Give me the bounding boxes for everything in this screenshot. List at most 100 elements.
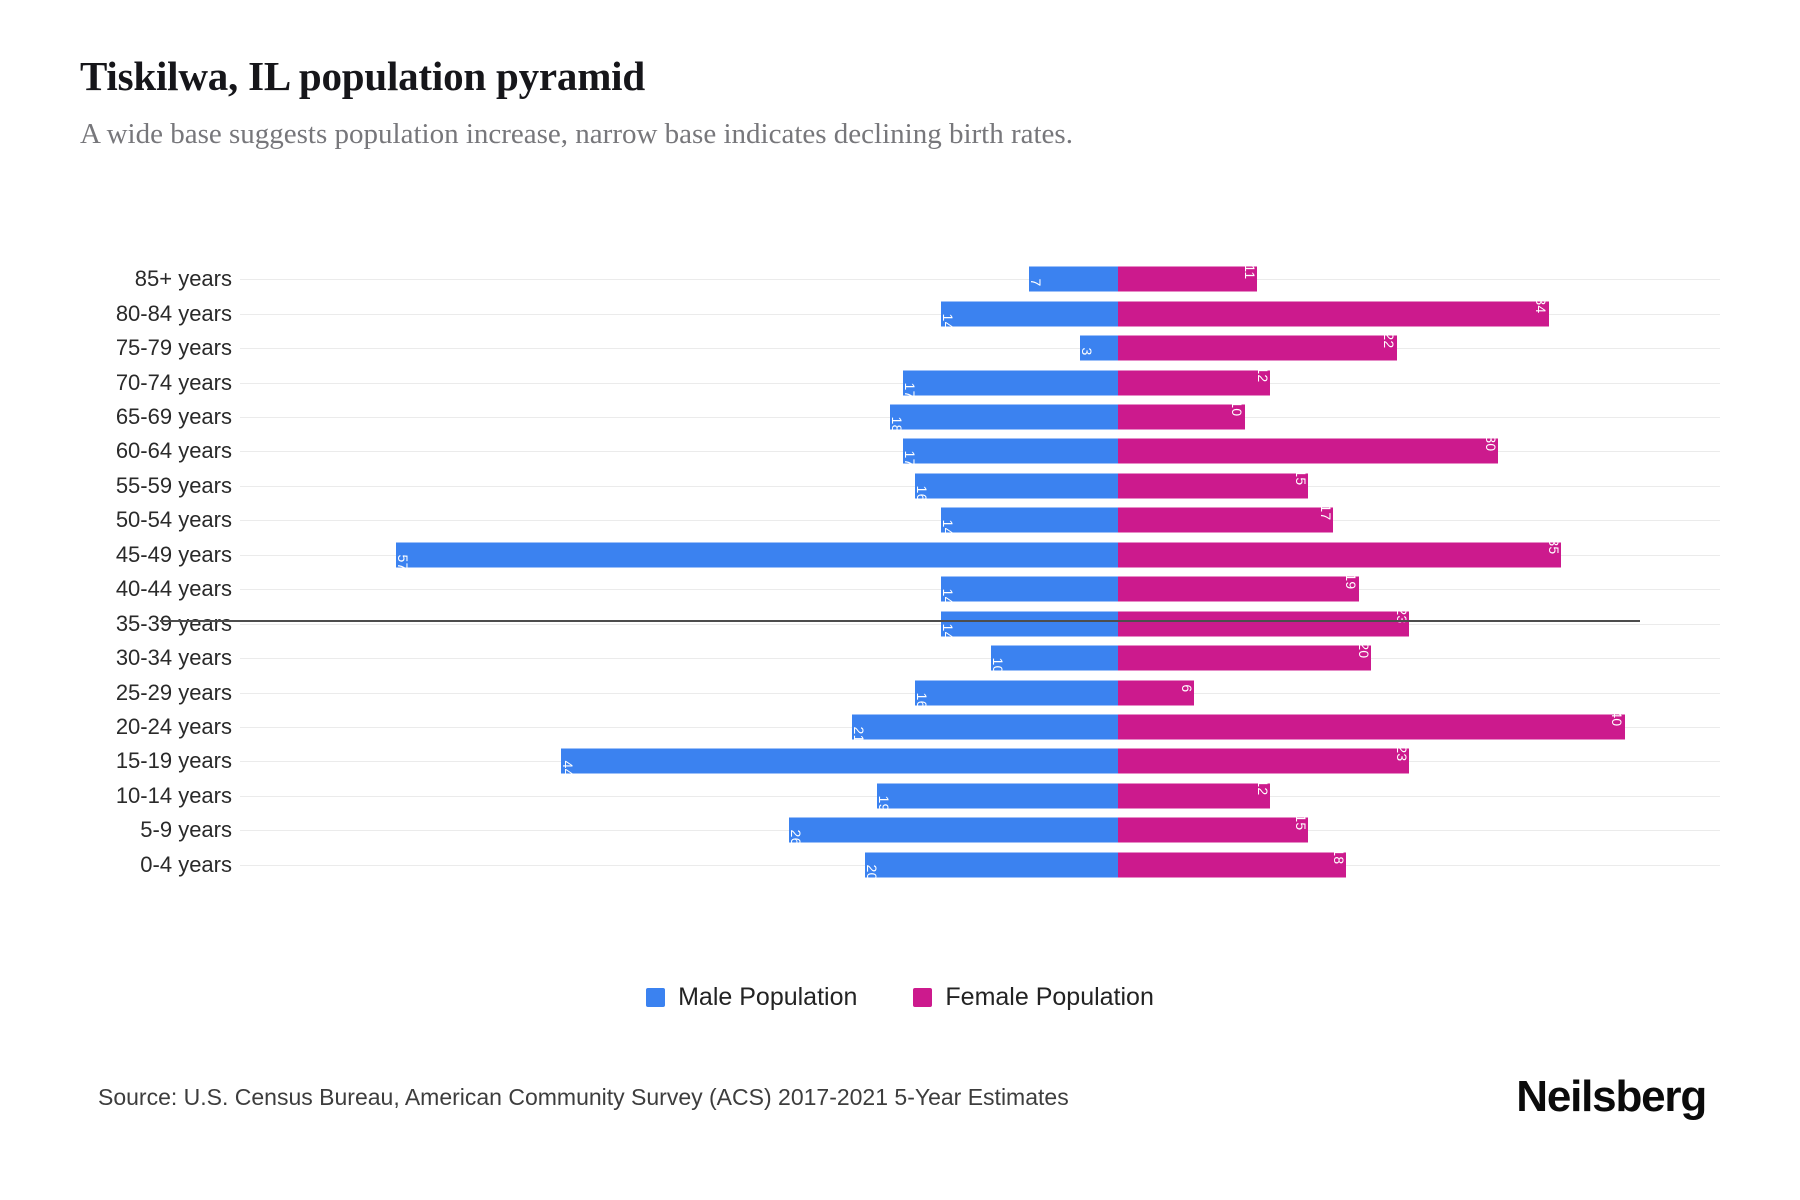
bar-row: 14 19 bbox=[240, 572, 1720, 606]
bar-female[interactable]: 17 bbox=[1118, 504, 1334, 533]
y-axis-tick-3: 70-74 years bbox=[80, 365, 232, 399]
y-axis-tick-8: 45-49 years bbox=[80, 538, 232, 572]
bar-male[interactable]: 44 bbox=[560, 748, 1118, 777]
bar-male[interactable]: 7 bbox=[1028, 266, 1118, 292]
bar-row: 14 34 bbox=[240, 296, 1720, 330]
bar-male[interactable]: 16 bbox=[914, 473, 1118, 502]
bar-male-fill bbox=[852, 714, 1118, 740]
bar-female[interactable]: 11 bbox=[1118, 264, 1258, 292]
bar-value-male: 57 bbox=[395, 554, 412, 571]
bar-value-male: 20 bbox=[863, 864, 880, 881]
bar-row: 18 10 bbox=[240, 400, 1720, 434]
bar-row: 19 12 bbox=[240, 779, 1720, 813]
bar-male[interactable]: 16 bbox=[914, 680, 1118, 709]
bar-value-female: 23 bbox=[1394, 745, 1411, 762]
bar-female[interactable]: 12 bbox=[1118, 366, 1271, 396]
bar-male-fill bbox=[1029, 266, 1118, 292]
bar-male[interactable]: 3 bbox=[1079, 335, 1118, 361]
bar-female[interactable]: 40 bbox=[1118, 711, 1626, 740]
bar-male[interactable]: 57 bbox=[395, 542, 1118, 571]
bar-male-fill bbox=[915, 473, 1118, 499]
bar-female[interactable]: 35 bbox=[1118, 539, 1562, 568]
bar-value-male: 16 bbox=[914, 485, 931, 502]
y-axis-label: 10-14 years bbox=[115, 782, 232, 808]
legend-item-female[interactable]: Female Population bbox=[913, 985, 1154, 1010]
bar-female[interactable]: 10 bbox=[1118, 401, 1246, 430]
bar-row: 10 20 bbox=[240, 641, 1720, 675]
bar-female[interactable]: 15 bbox=[1118, 814, 1309, 843]
bar-value-male: 7 bbox=[1028, 278, 1045, 287]
bar-female-fill bbox=[1118, 507, 1334, 533]
bar-male-fill bbox=[877, 783, 1118, 809]
bar-female-fill bbox=[1118, 783, 1270, 809]
legend-item-male[interactable]: Male Population bbox=[646, 985, 857, 1010]
page-title: Tiskilwa, IL population pyramid bbox=[80, 53, 645, 99]
bar-female[interactable]: 6 bbox=[1118, 680, 1195, 706]
bar-male-fill bbox=[991, 645, 1118, 671]
y-axis-tick-11: 30-34 years bbox=[80, 641, 232, 675]
bar-male-fill bbox=[1080, 335, 1118, 361]
bar-male[interactable]: 18 bbox=[889, 404, 1118, 433]
bar-male[interactable]: 14 bbox=[940, 611, 1118, 639]
bar-row: 14 23 bbox=[240, 606, 1720, 640]
bar-value-male: 21 bbox=[851, 726, 868, 743]
y-axis-tick-17: 0-4 years bbox=[80, 848, 232, 882]
bar-male[interactable]: 17 bbox=[902, 370, 1118, 398]
bar-male[interactable]: 14 bbox=[939, 576, 1118, 605]
y-axis-tick-1: 80-84 years bbox=[80, 296, 232, 330]
bar-male-fill bbox=[902, 370, 1118, 396]
bar-female[interactable]: 23 bbox=[1118, 607, 1410, 637]
y-axis-label: 85+ years bbox=[134, 266, 232, 292]
bar-female[interactable]: 30 bbox=[1118, 435, 1499, 464]
bar-male-fill bbox=[396, 542, 1118, 568]
bar-male[interactable]: 21 bbox=[851, 714, 1118, 743]
y-axis-label: 40-44 years bbox=[115, 576, 232, 602]
y-axis-label: 65-69 years bbox=[115, 403, 232, 429]
bar-female[interactable]: 34 bbox=[1118, 297, 1550, 327]
bar-female[interactable]: 22 bbox=[1118, 332, 1398, 361]
bar-male-fill bbox=[864, 852, 1118, 878]
bar-value-female: 17 bbox=[1318, 504, 1335, 521]
bar-female-fill bbox=[1118, 714, 1625, 740]
y-axis-tick-13: 20-24 years bbox=[80, 710, 232, 744]
bar-value-male: 18 bbox=[889, 416, 905, 433]
bar-male-fill bbox=[940, 576, 1118, 602]
bar-value-male: 14 bbox=[939, 588, 956, 605]
bar-value-female: 19 bbox=[1343, 573, 1360, 590]
brand-logo: Neilsberg bbox=[1516, 1072, 1707, 1121]
y-axis-label: 20-24 years bbox=[115, 713, 232, 739]
bar-value-female: 6 bbox=[1178, 684, 1195, 693]
bar-female-fill bbox=[1118, 301, 1549, 327]
bar-female[interactable]: 19 bbox=[1118, 573, 1360, 602]
bar-value-female: 34 bbox=[1533, 297, 1550, 314]
bar-male[interactable]: 19 bbox=[876, 783, 1118, 812]
bar-female[interactable]: 20 bbox=[1118, 642, 1372, 671]
bar-male[interactable]: 17 bbox=[902, 438, 1118, 467]
bar-value-male: 14 bbox=[939, 519, 956, 537]
bar-female[interactable]: 23 bbox=[1118, 745, 1410, 774]
bar-female-fill bbox=[1118, 611, 1410, 637]
bar-value-male: 3 bbox=[1079, 347, 1095, 356]
bar-row: 57 35 bbox=[240, 538, 1720, 572]
bar-female[interactable]: 15 bbox=[1118, 470, 1309, 499]
bar-value-male: 10 bbox=[990, 657, 1007, 674]
bar-male-fill bbox=[890, 404, 1118, 430]
y-axis-label: 80-84 years bbox=[115, 300, 232, 326]
bar-male[interactable]: 20 bbox=[863, 852, 1118, 881]
y-axis-label: 45-49 years bbox=[115, 541, 232, 567]
bar-female[interactable]: 18 bbox=[1118, 849, 1347, 878]
bar-value-female: 20 bbox=[1356, 641, 1373, 659]
bar-male-fill bbox=[915, 680, 1118, 706]
bar-male[interactable]: 14 bbox=[939, 507, 1118, 537]
bar-female-fill bbox=[1118, 852, 1346, 878]
bar-female-fill bbox=[1118, 542, 1562, 568]
bar-female-fill bbox=[1118, 645, 1372, 671]
bar-female-fill bbox=[1118, 370, 1270, 396]
bar-male[interactable]: 26 bbox=[788, 817, 1118, 846]
bar-female[interactable]: 12 bbox=[1118, 780, 1271, 809]
bar-male[interactable]: 10 bbox=[990, 645, 1118, 674]
bar-male[interactable]: 14 bbox=[940, 301, 1118, 329]
bar-value-male: 16 bbox=[914, 692, 931, 709]
bar-row: 17 30 bbox=[240, 434, 1720, 468]
bar-male-fill bbox=[902, 438, 1118, 464]
